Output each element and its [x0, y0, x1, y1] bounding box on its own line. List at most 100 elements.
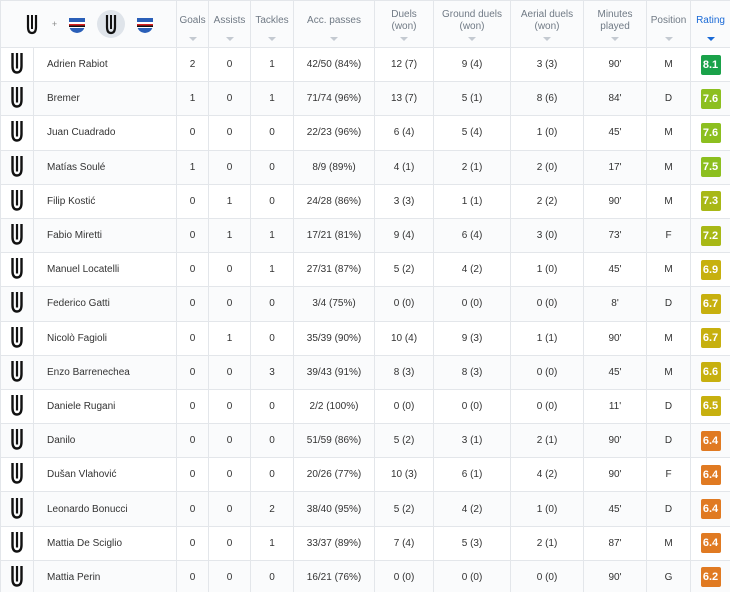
table-row[interactable]: Adrien Rabiot 2 0 1 42/50 (84%) 12 (7) 9 (4) 3 … [0, 46, 730, 83]
table-row[interactable]: Federico Gatti 0 0 0 3/4 (75%) 0 (0) 0 (0) 0 (0… [0, 286, 730, 322]
cell-rating: 8.1 [690, 46, 730, 83]
rating-badge: 6.7 [700, 328, 721, 349]
cell-position: F [646, 457, 692, 493]
cell-tackles: 0 [250, 149, 295, 185]
cell-rating: 6.9 [690, 252, 730, 288]
col-duels-label: Duels (won) [391, 9, 417, 32]
cell-acc-passes: 42/50 (84%) [293, 46, 376, 83]
player-name[interactable]: Leonardo Bonucci [32, 491, 178, 527]
table-row[interactable]: Matías Soulé 1 0 0 8/9 (89%) 4 (1) 2 (1) 2 (0) 1… [0, 149, 730, 185]
col-rating[interactable]: Rating [690, 0, 730, 48]
cell-rating: 7.6 [690, 115, 730, 151]
cell-goals: 2 [176, 46, 210, 83]
cell-tackles: 0 [250, 320, 295, 356]
juventus-logo-icon [9, 463, 25, 488]
cell-acc-passes: 16/21 (76%) [293, 559, 376, 592]
col-aerial-duels[interactable]: Aerial duels (won) [510, 0, 585, 48]
player-name[interactable]: Dušan Vlahović [32, 457, 178, 493]
juventus-logo-icon[interactable] [97, 10, 126, 38]
cell-acc-passes: 27/31 (87%) [293, 252, 376, 288]
player-name[interactable]: Enzo Barrenechea [32, 354, 178, 390]
player-name[interactable]: Mattia De Sciglio [32, 525, 178, 561]
cell-position: M [646, 149, 692, 185]
cell-duels: 4 (1) [374, 149, 435, 185]
cell-duels: 5 (2) [374, 252, 435, 288]
col-position[interactable]: Position [646, 0, 692, 48]
table-row[interactable]: Mattia De Sciglio 0 0 1 33/37 (89%) 7 (4) 5 (3… [0, 525, 730, 561]
cell-duels: 0 (0) [374, 559, 435, 592]
player-name[interactable]: Matías Soulé [32, 149, 178, 185]
col-acc-passes[interactable]: Acc. passes [293, 0, 376, 48]
juventus-logo-icon [9, 497, 25, 523]
cell-ground-duels: 4 (2) [433, 491, 512, 527]
cell-acc-passes: 17/21 (81%) [293, 217, 376, 254]
player-name[interactable]: Juan Cuadrado [32, 115, 178, 151]
cell-assists: 0 [208, 457, 252, 493]
table-row[interactable]: Leonardo Bonucci 0 0 2 38/40 (95%) 5 (2) 4 (2)… [0, 491, 730, 527]
cell-goals: 0 [176, 388, 210, 425]
col-assists[interactable]: Assists [208, 0, 252, 48]
player-name[interactable]: Nicolò Fagioli [32, 320, 178, 356]
cell-tackles: 0 [250, 457, 295, 493]
cell-minutes: 90' [583, 559, 648, 592]
cell-assists: 0 [208, 388, 252, 425]
player-name[interactable]: Danilo [32, 423, 178, 459]
table-row[interactable]: Filip Kostić 0 1 0 24/28 (86%) 3 (3) 1 (1) 2 (2… [0, 183, 730, 219]
player-name[interactable]: Mattia Perin [32, 559, 178, 592]
sort-arrow-icon [664, 37, 673, 41]
col-minutes[interactable]: Minutes played [583, 0, 648, 48]
cell-acc-passes: 39/43 (91%) [293, 354, 376, 390]
club-logo-cell [0, 525, 34, 561]
cell-position: M [646, 320, 692, 356]
table-header-row: + Goals Assists Tackles Acc. passes Duel… [0, 0, 730, 48]
table-row[interactable]: Daniele Rugani 0 0 0 2/2 (100%) 0 (0) 0 (0) 0 (… [0, 388, 730, 425]
cell-acc-passes: 22/23 (96%) [293, 115, 376, 151]
rating-badge: 6.6 [700, 362, 721, 383]
player-name[interactable]: Filip Kostić [32, 183, 178, 219]
player-name[interactable]: Bremer [32, 81, 178, 117]
club-logo-cell [0, 320, 34, 356]
cell-ground-duels: 3 (1) [433, 423, 512, 459]
cell-minutes: 8' [583, 286, 648, 322]
table-row[interactable]: Nicolò Fagioli 0 1 0 35/39 (90%) 10 (4) 9 (3) 1… [0, 320, 730, 356]
table-row[interactable]: Mattia Perin 0 0 0 16/21 (76%) 0 (0) 0 (0) 0 (0… [0, 559, 730, 592]
cell-assists: 0 [208, 354, 252, 390]
cell-tackles: 1 [250, 525, 295, 561]
col-goals[interactable]: Goals [176, 0, 210, 48]
cell-tackles: 1 [250, 46, 295, 83]
player-name[interactable]: Federico Gatti [32, 286, 178, 322]
table-row[interactable]: Dušan Vlahović 0 0 0 20/26 (77%) 10 (3) 6 (1) 4… [0, 457, 730, 493]
sampdoria-logo-icon[interactable] [63, 10, 91, 38]
cell-ground-duels: 0 (0) [433, 286, 512, 322]
cell-ground-duels: 1 (1) [433, 183, 512, 219]
cell-tackles: 1 [250, 217, 295, 254]
cell-goals: 1 [176, 149, 210, 185]
player-name[interactable]: Fabio Miretti [32, 217, 178, 254]
col-tackles[interactable]: Tackles [250, 0, 295, 48]
cell-rating: 7.2 [690, 217, 730, 254]
table-row[interactable]: Fabio Miretti 0 1 1 17/21 (81%) 9 (4) 6 (4) 3 (… [0, 217, 730, 254]
cell-minutes: 45' [583, 491, 648, 527]
cell-ground-duels: 6 (4) [433, 217, 512, 254]
player-name[interactable]: Adrien Rabiot [32, 46, 178, 83]
juventus-logo-icon[interactable] [18, 10, 46, 38]
sampdoria-logo-icon[interactable] [131, 10, 159, 38]
cell-assists: 0 [208, 252, 252, 288]
juventus-logo-icon [9, 224, 25, 249]
cell-minutes: 73' [583, 217, 648, 254]
player-name[interactable]: Daniele Rugani [32, 388, 178, 425]
club-logo-cell [0, 457, 34, 493]
col-duels[interactable]: Duels (won) [374, 0, 435, 48]
cell-goals: 0 [176, 320, 210, 356]
table-row[interactable]: Enzo Barrenechea 0 0 3 39/43 (91%) 8 (3) 8 (3)… [0, 354, 730, 390]
player-name[interactable]: Manuel Locatelli [32, 252, 178, 288]
cell-duels: 6 (4) [374, 115, 435, 151]
sort-arrow-icon [400, 37, 409, 41]
table-row[interactable]: Bremer 1 0 1 71/74 (96%) 13 (7) 5 (1) 8 (6) 84' D… [0, 81, 730, 117]
cell-acc-passes: 8/9 (89%) [293, 149, 376, 185]
col-ground-duels[interactable]: Ground duels (won) [433, 0, 512, 48]
cell-duels: 5 (2) [374, 491, 435, 527]
table-row[interactable]: Danilo 0 0 0 51/59 (86%) 5 (2) 3 (1) 2 (1) 90' D 6… [0, 423, 730, 459]
table-row[interactable]: Manuel Locatelli 0 0 1 27/31 (87%) 5 (2) 4 (2)… [0, 252, 730, 288]
table-row[interactable]: Juan Cuadrado 0 0 0 22/23 (96%) 6 (4) 5 (4) 1 (… [0, 115, 730, 151]
